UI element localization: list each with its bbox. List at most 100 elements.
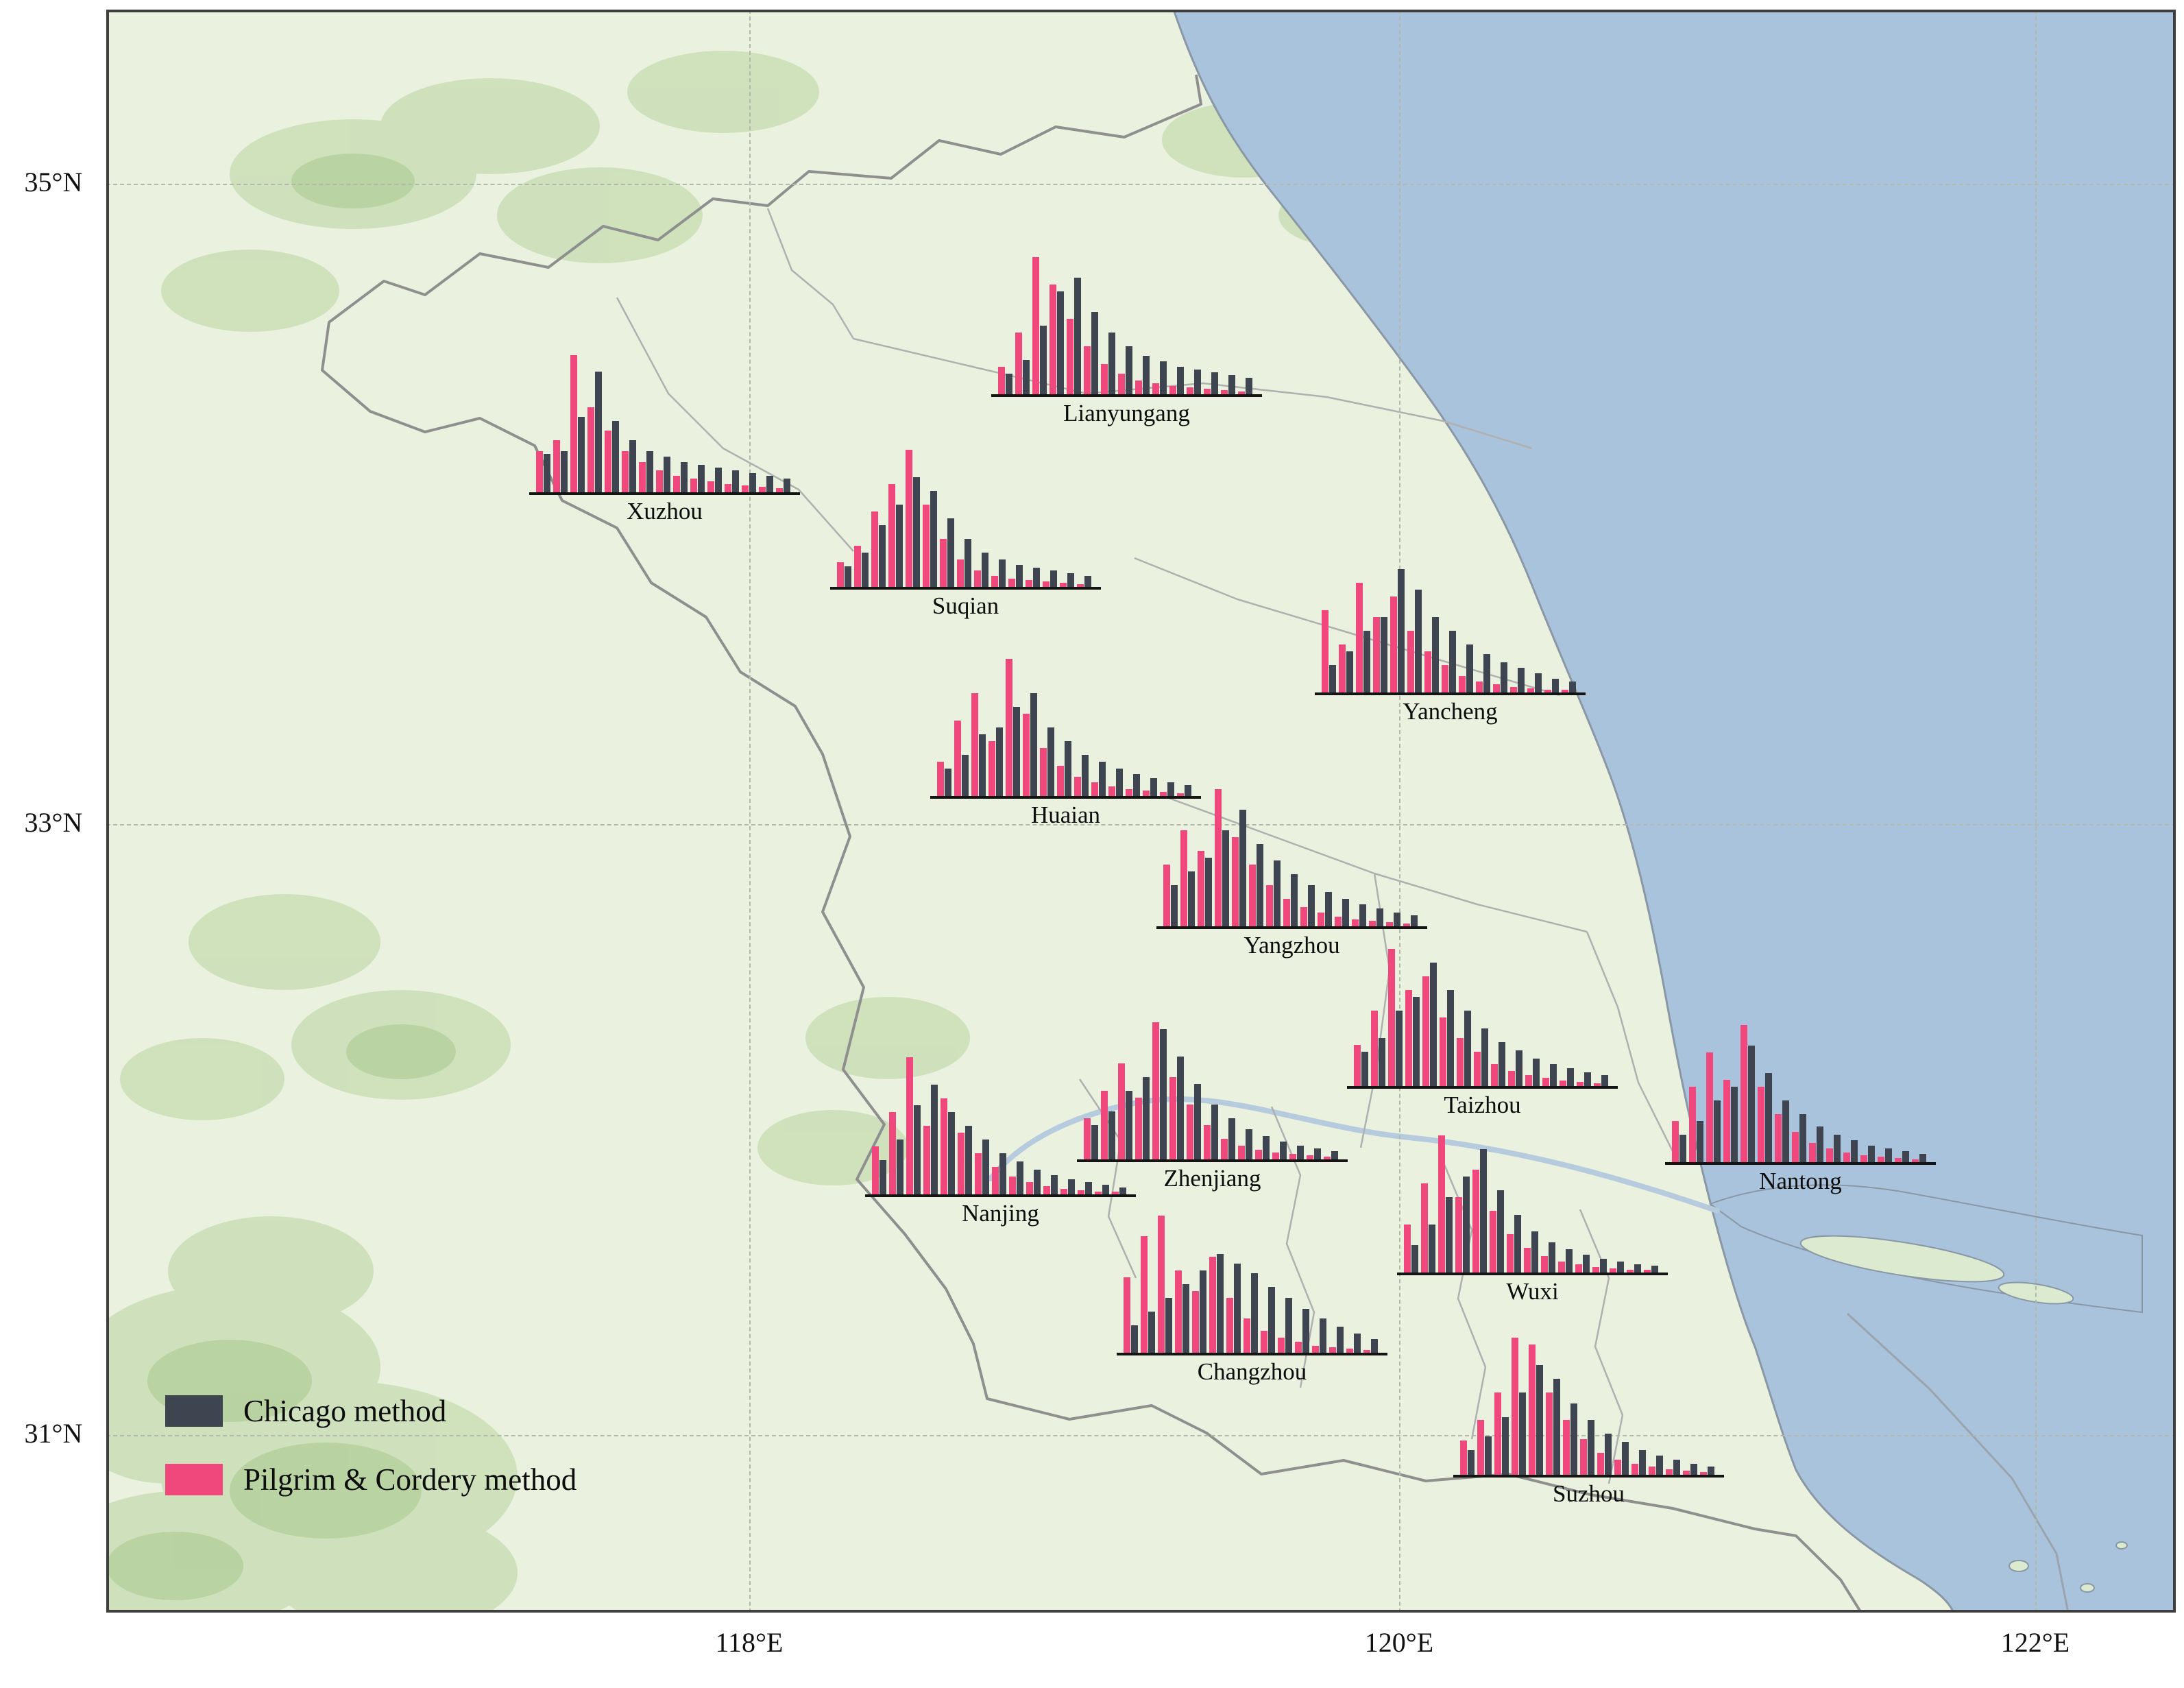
bar-pilgrim <box>1649 1467 1655 1475</box>
bar-chicago <box>1116 769 1123 796</box>
bar-pilgrim <box>1371 1011 1378 1086</box>
legend-label-chicago: Chicago method <box>243 1394 447 1428</box>
bar-pilgrim <box>605 431 611 492</box>
bar-pilgrim <box>1318 913 1324 926</box>
chart-bin <box>1775 1100 1789 1162</box>
chart-suqian: Suqian <box>830 436 1101 620</box>
chart-yangzhou: Yangzhou <box>1156 775 1427 959</box>
chart-bin <box>1507 1215 1521 1273</box>
bar-pilgrim <box>957 559 964 587</box>
bar-chicago <box>1566 1249 1573 1273</box>
bar-pilgrim <box>1527 688 1534 692</box>
bar-chicago <box>1536 1365 1543 1475</box>
bar-pilgrim <box>1477 1420 1484 1475</box>
chart-bin <box>1101 333 1115 394</box>
bar-chicago <box>1651 1266 1658 1273</box>
chart-bin <box>1152 1022 1167 1159</box>
chart-bin <box>656 457 670 492</box>
bar-pilgrim <box>1335 917 1342 926</box>
chart-bin <box>1152 361 1167 394</box>
chart-bin <box>1627 1264 1641 1273</box>
bar-pilgrim <box>553 440 560 492</box>
bar-chicago <box>1342 899 1349 926</box>
bar-pilgrim <box>923 505 930 587</box>
bar-pilgrim <box>988 741 995 796</box>
chart-bin <box>1546 1379 1560 1475</box>
chart-bin <box>1689 1087 1703 1162</box>
chart-bin <box>1255 1136 1270 1159</box>
chart-bin <box>1369 908 1383 926</box>
bar-chicago <box>1411 915 1418 926</box>
bar-chicago <box>1108 1111 1115 1159</box>
chart-bin <box>1494 1392 1509 1475</box>
chart-baseline <box>1397 1273 1668 1275</box>
bar-pilgrim <box>1204 389 1211 394</box>
bar-chicago <box>1091 312 1098 394</box>
chart-bin <box>1666 1460 1680 1475</box>
bar-chicago <box>1782 1100 1789 1162</box>
bar-chicago <box>1211 1105 1218 1159</box>
bar-pilgrim <box>759 487 766 492</box>
chart-bin <box>1043 570 1057 587</box>
bar-pilgrim <box>1457 1038 1464 1086</box>
bar-pilgrim <box>1878 1157 1884 1162</box>
chart-bin <box>553 440 568 492</box>
bar-pilgrim <box>1560 1081 1566 1086</box>
legend: Chicago method Pilgrim & Cordery method <box>165 1393 577 1497</box>
bar-chicago <box>1102 1185 1109 1194</box>
bar-pilgrim <box>1758 1087 1764 1162</box>
bar-chicago <box>1182 1284 1189 1353</box>
bar-chicago <box>1634 1264 1641 1273</box>
chart-bin <box>998 367 1012 394</box>
legend-swatch-pilgrim <box>165 1464 223 1495</box>
chart-city-label: Changzhou <box>1197 1358 1307 1385</box>
chart-bin <box>871 511 886 587</box>
bar-pilgrim <box>742 485 749 492</box>
bar-pilgrim <box>1723 1080 1730 1162</box>
bar-chicago <box>996 727 1003 796</box>
bar-chicago <box>1432 617 1439 692</box>
lat-label: 35°N <box>24 167 83 197</box>
chart-baseline <box>1117 1353 1387 1355</box>
gridline-lat <box>106 184 2176 185</box>
bar-pilgrim <box>622 451 629 492</box>
bar-chicago <box>1549 1242 1555 1273</box>
legend-row-chicago: Chicago method <box>165 1393 577 1429</box>
chart-bin <box>1388 949 1403 1086</box>
chart-bin <box>1460 1440 1475 1475</box>
bar-pilgrim <box>1266 885 1273 926</box>
bar-pilgrim <box>1373 617 1380 692</box>
bar-pilgrim <box>906 1057 913 1194</box>
bar-chicago <box>1067 573 1074 587</box>
bar-chicago <box>1297 1146 1304 1159</box>
bar-chicago <box>1126 346 1132 394</box>
bar-pilgrim <box>1278 1338 1285 1353</box>
bar-chicago <box>1570 1403 1577 1475</box>
bar-chicago <box>1394 913 1400 926</box>
chart-bin <box>1135 1077 1150 1159</box>
chart-bin <box>1644 1266 1658 1273</box>
bar-pilgrim <box>1187 387 1193 394</box>
bar-pilgrim <box>1563 1420 1570 1475</box>
bar-chicago <box>1320 1318 1326 1353</box>
chart-bin <box>1135 356 1150 394</box>
chart-bin <box>958 1126 972 1194</box>
bar-pilgrim <box>1163 865 1170 926</box>
bar-pilgrim <box>1026 580 1032 587</box>
bar-pilgrim <box>1049 285 1056 394</box>
chart-city-label: Nantong <box>1759 1168 1842 1194</box>
bar-pilgrim <box>1238 391 1245 394</box>
chart-bin <box>1026 1170 1041 1194</box>
chart-bin <box>1405 990 1420 1086</box>
chart-nantong: Nantong <box>1665 1011 1936 1195</box>
bar-pilgrim <box>1912 1159 1919 1162</box>
bar-pilgrim <box>1592 1267 1599 1273</box>
bar-chicago <box>1057 291 1064 394</box>
bar-chicago <box>1205 858 1212 926</box>
chart-bin <box>1204 372 1218 394</box>
chart-bin <box>1226 1264 1241 1353</box>
bar-pilgrim <box>1508 1071 1515 1086</box>
bar-chicago <box>1601 1075 1608 1086</box>
chart-bin <box>587 372 602 492</box>
